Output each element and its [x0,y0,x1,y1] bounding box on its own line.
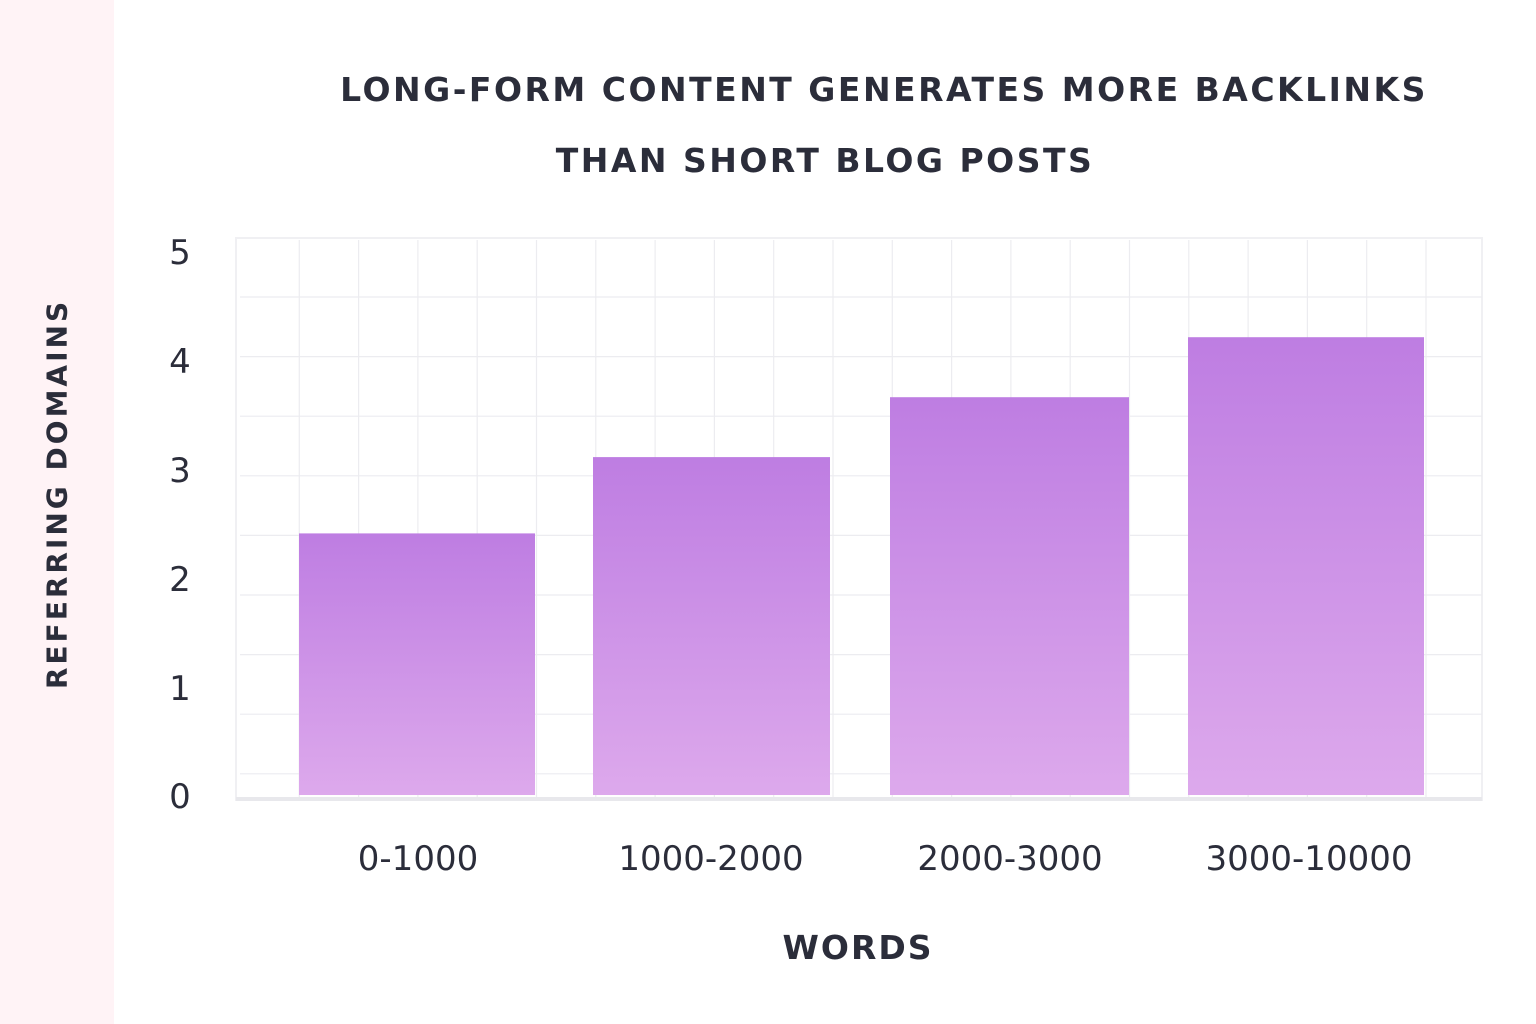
bar-2000-3000 [890,397,1129,795]
chart-title-line-1: LONG-FORM CONTENT GENERATES MORE BACKLIN… [340,70,1428,109]
x-tick-label: 1000-2000 [618,839,803,879]
y-tick-label: 1 [169,669,191,709]
x-tick-labels: 0-1000 1000-2000 2000-3000 3000-10000 [358,839,1413,879]
x-axis-label: WORDS [782,928,934,967]
y-tick-labels: 0 1 2 3 4 5 [169,233,191,817]
y-tick-label: 0 [169,777,191,817]
y-tick-label: 5 [169,233,191,273]
bar-0-1000 [299,533,535,795]
x-tick-label: 2000-3000 [917,839,1102,879]
bar-1000-2000 [593,457,830,795]
y-tick-label: 2 [169,560,191,600]
y-tick-label: 3 [169,451,191,491]
x-tick-label: 0-1000 [358,839,478,879]
y-tick-label: 4 [169,342,191,382]
bars [299,337,1424,795]
x-tick-label: 3000-10000 [1206,839,1413,879]
chart-title-line-2: THAN SHORT BLOG POSTS [555,141,1095,180]
bar-3000-10000 [1188,337,1424,795]
side-strip [0,0,114,1024]
